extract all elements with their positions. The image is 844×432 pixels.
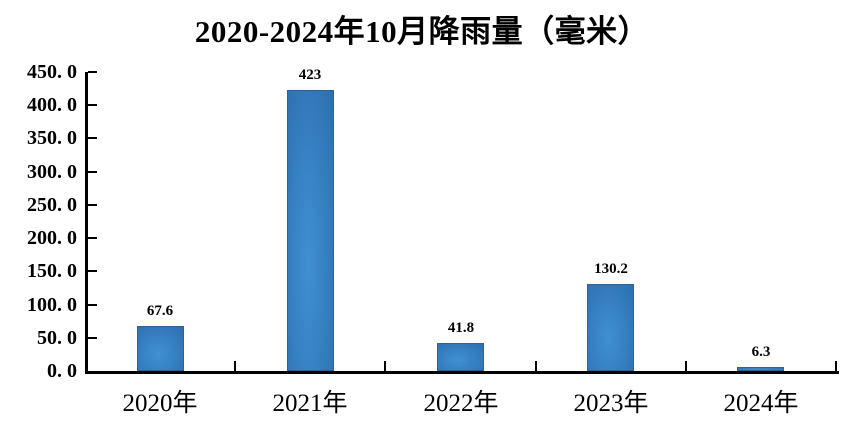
- y-axis-tick: [88, 71, 97, 73]
- y-axis-tick: [88, 170, 97, 173]
- y-axis-label: 150. 0: [27, 260, 77, 283]
- y-axis-tick: [88, 303, 97, 306]
- y-axis-tick: [88, 237, 97, 240]
- x-axis-line: [85, 371, 839, 374]
- bar-value-label: 423: [298, 67, 322, 83]
- y-axis-label: 450. 0: [27, 61, 77, 83]
- y-axis-label: 250. 0: [27, 193, 77, 216]
- chart-title: 2020-2024年10月降雨量（毫米）: [194, 14, 650, 49]
- y-axis-tick: [88, 270, 97, 273]
- y-axis-tick: [88, 137, 97, 140]
- y-axis-label: 50. 0: [37, 326, 77, 349]
- bar-2020年: [137, 326, 184, 371]
- y-axis-label: 300. 0: [27, 160, 77, 183]
- bar-2022年: [437, 343, 484, 371]
- y-axis-tick: [88, 104, 97, 107]
- x-axis-tick: [534, 361, 537, 371]
- x-axis-category-label: 2021年: [272, 390, 348, 417]
- y-axis-label: 200. 0: [27, 227, 77, 250]
- x-axis-category-label: 2024年: [723, 390, 799, 417]
- x-axis-category-label: 2023年: [573, 390, 649, 417]
- bar-value-label: 41.8: [447, 320, 475, 336]
- y-axis-label: 400. 0: [27, 94, 77, 117]
- x-axis-tick: [234, 361, 237, 371]
- y-axis-tick: [88, 336, 97, 339]
- x-axis-tick: [384, 361, 387, 371]
- y-axis-tick: [88, 203, 97, 206]
- bar-value-label: 67.6: [146, 303, 174, 319]
- x-axis-category-label: 2022年: [423, 390, 499, 417]
- bar-value-label: 6.3: [751, 344, 771, 360]
- x-axis-tick: [835, 361, 837, 371]
- bar-2024年: [737, 367, 784, 371]
- bar-2023年: [587, 284, 634, 371]
- y-axis-label: 0. 0: [47, 360, 77, 382]
- y-axis-line: [85, 72, 88, 374]
- bar-value-label: 130.2: [594, 261, 628, 277]
- bar-2021年: [287, 90, 334, 371]
- x-axis-category-label: 2020年: [122, 390, 198, 417]
- x-axis-tick: [684, 361, 687, 371]
- y-axis-label: 100. 0: [27, 293, 77, 316]
- y-axis-label: 350. 0: [27, 127, 77, 150]
